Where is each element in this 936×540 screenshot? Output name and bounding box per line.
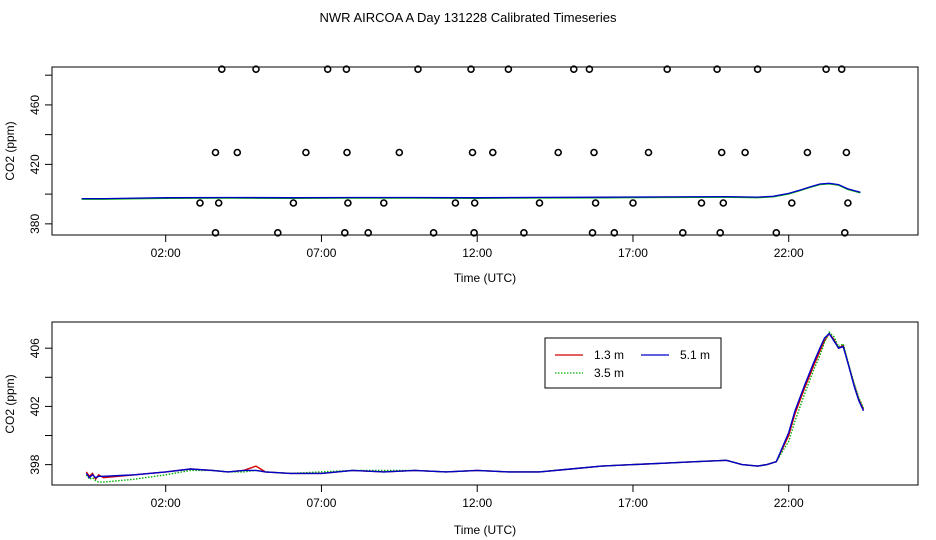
top-y-axis-label: CO2 (ppm) <box>3 121 17 180</box>
y-tick-label: 402 <box>28 396 42 416</box>
legend-label-1-3m: 1.3 m <box>594 348 624 362</box>
flag-point <box>554 148 563 157</box>
flag-point <box>289 199 298 207</box>
x-tick-label: 02:00 <box>151 246 181 260</box>
figure-title: NWR AIRCOA A Day 131228 Calibrated Times… <box>320 10 617 25</box>
flag-point <box>468 148 477 157</box>
flag-point <box>211 148 220 157</box>
flag-point <box>470 229 478 237</box>
y-tick-label: 460 <box>28 95 42 115</box>
top-x-axis-label: Time (UTC) <box>454 271 516 285</box>
bottom-y-axis: 398 402 406 <box>28 338 52 475</box>
flag-point <box>753 65 762 73</box>
flag-point <box>588 229 597 237</box>
flag-point <box>719 199 728 207</box>
top-series-line-5-1m <box>81 182 861 200</box>
x-tick-label: 07:00 <box>306 246 336 260</box>
flag-point <box>218 65 226 73</box>
flag-point <box>837 65 846 73</box>
top-panel: 02:00 07:00 12:00 17:00 22:00 380 420 460 Time… <box>3 65 919 285</box>
flag-point <box>569 65 578 73</box>
flag-point <box>211 229 220 237</box>
flag-point <box>252 65 260 73</box>
flag-point <box>214 199 223 207</box>
bottom-series-lines <box>85 331 865 483</box>
flag-point <box>470 199 479 207</box>
flag-point <box>344 199 352 207</box>
top-x-axis: 02:00 07:00 12:00 17:00 22:00 <box>151 235 804 260</box>
flag-point <box>302 148 310 157</box>
flag-point <box>678 229 687 237</box>
flag-point <box>504 65 513 73</box>
x-tick-label: 17:00 <box>618 496 648 510</box>
bottom-panel: 02:00 07:00 12:00 17:00 22:00 398 402 406 Time… <box>3 321 919 537</box>
top-series-lines <box>81 182 861 200</box>
flag-point <box>429 229 438 237</box>
top-flag-points <box>196 65 852 237</box>
bottom-x-axis-label: Time (UTC) <box>454 523 516 537</box>
flag-point <box>591 199 600 207</box>
flag-point <box>663 65 672 73</box>
flag-point <box>535 199 544 207</box>
flag-point <box>629 199 637 207</box>
legend-label-3-5m: 3.5 m <box>594 366 624 380</box>
flag-point <box>196 199 204 207</box>
flag-point <box>379 199 388 207</box>
flag-point <box>585 65 594 73</box>
flag-point <box>273 229 282 237</box>
y-tick-label: 380 <box>28 214 42 234</box>
flag-point <box>787 199 796 207</box>
bottom-y-axis-label: CO2 (ppm) <box>3 374 17 433</box>
flag-point <box>644 148 653 157</box>
flag-point <box>488 148 497 157</box>
top-y-axis: 380 420 460 <box>28 74 52 234</box>
flag-point <box>840 229 849 237</box>
flag-point <box>741 148 749 157</box>
y-tick-label: 420 <box>28 154 42 174</box>
x-tick-label: 02:00 <box>151 496 181 510</box>
series-line-5-1m <box>85 332 865 479</box>
flag-point <box>842 148 851 157</box>
flag-point <box>717 148 726 157</box>
flag-point <box>520 229 528 237</box>
flag-point <box>364 229 373 237</box>
flag-point <box>451 199 460 207</box>
flag-point <box>467 65 475 73</box>
flag-point <box>395 148 404 157</box>
legend-label-5-1m: 5.1 m <box>680 348 710 362</box>
flag-point <box>716 229 725 237</box>
x-tick-label: 12:00 <box>462 246 492 260</box>
flag-point <box>590 148 598 157</box>
x-tick-label: 22:00 <box>774 496 804 510</box>
y-tick-label: 406 <box>28 338 42 358</box>
flag-point <box>342 65 351 73</box>
x-tick-label: 22:00 <box>774 246 804 260</box>
flag-point <box>697 199 706 207</box>
x-tick-label: 07:00 <box>306 496 336 510</box>
flag-point <box>414 65 422 73</box>
flag-point <box>343 148 351 157</box>
legend: 1.3 m 3.5 m 5.1 m <box>544 337 722 389</box>
flag-point <box>713 65 721 73</box>
bottom-plot-frame <box>51 321 919 486</box>
x-tick-label: 12:00 <box>462 496 492 510</box>
top-plot-frame <box>51 66 919 236</box>
flag-point <box>340 229 349 237</box>
bottom-x-axis: 02:00 07:00 12:00 17:00 22:00 <box>151 485 804 510</box>
flag-point <box>803 148 812 157</box>
flag-point <box>233 148 242 157</box>
flag-point <box>323 65 332 73</box>
flag-point <box>822 65 830 73</box>
legend-box <box>544 337 722 389</box>
y-tick-label: 398 <box>28 454 42 474</box>
flag-point <box>772 229 781 237</box>
x-tick-label: 17:00 <box>618 246 648 260</box>
flag-point <box>844 199 852 207</box>
flag-point <box>610 229 619 237</box>
